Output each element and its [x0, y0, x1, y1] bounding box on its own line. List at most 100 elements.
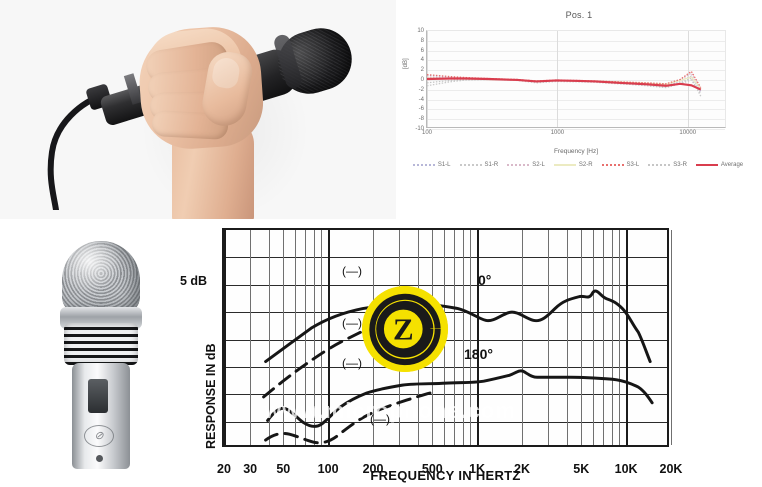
legend-label: S2-R	[578, 162, 593, 168]
grid-line-horizontal	[224, 312, 667, 314]
curve-label-0deg: 0°	[478, 272, 492, 288]
grid-line-vertical-minor	[250, 230, 252, 445]
legend-item: Average	[695, 162, 743, 168]
x-axis-label: Frequency [Hz]	[553, 148, 599, 155]
grid-line	[427, 129, 725, 130]
dash-marker-1: (—)	[342, 264, 362, 278]
y-axis-label: [dB]	[403, 58, 409, 69]
x-tick-label: 10000	[679, 130, 697, 136]
grid-line-vertical-major	[328, 230, 331, 445]
grid-line-vertical-minor	[321, 230, 323, 445]
legend-swatch	[601, 164, 624, 166]
x-tick-label: 20	[217, 462, 231, 476]
mic-vent-slots	[64, 323, 138, 365]
grid-line-vertical-minor	[581, 230, 583, 445]
grid-line-horizontal	[224, 284, 667, 286]
legend-swatch	[507, 164, 530, 166]
x-axis-label: FREQUENCY IN HERTZ	[370, 468, 521, 483]
x-tick-label: 200	[362, 462, 384, 476]
legend-label: S1-R	[484, 162, 499, 168]
grid-line-vertical-minor	[671, 230, 672, 445]
legend-item: S3-L	[601, 162, 640, 168]
mic-onoff-switch	[88, 379, 108, 413]
chart-plot-area: [dB] 10 8 6 4 2 0 -2 -4 -6 -8 -10 100 1000 10000	[403, 28, 726, 136]
y-tick-label: -2	[418, 86, 424, 93]
grid-line-vertical-minor	[454, 230, 456, 445]
grid-line-horizontal	[224, 421, 667, 423]
legend-swatch	[695, 163, 718, 167]
legend-label: S2-L	[532, 162, 545, 168]
grid-line-vertical-minor	[295, 230, 297, 445]
series-lines	[427, 70, 702, 97]
chart-legend: S1-L S1-R S2-L S2-R S3-L S3-R Average	[400, 162, 756, 168]
grid-line-vertical-major	[626, 230, 629, 445]
y-tick-label: -8	[418, 116, 424, 123]
dash-marker-4: (—)	[370, 412, 390, 426]
dash-marker-2: (—)	[342, 316, 362, 330]
y-tick-label: -10	[415, 126, 424, 132]
y-tick-label: 2	[420, 67, 424, 74]
svg-text:Z: Z	[393, 312, 414, 347]
mic-grille	[62, 241, 140, 313]
silver-microphone-photo: ⊘	[0, 219, 200, 487]
grid-line-vertical-minor	[548, 230, 550, 445]
x-tick-label: 20K	[659, 462, 683, 476]
response-curves	[262, 289, 654, 445]
grid-line-vertical-major	[224, 230, 226, 445]
legend-label: S3-R	[673, 162, 687, 168]
legend-label: S3-L	[626, 162, 640, 168]
x-tick-label: 100	[317, 462, 339, 476]
x-tick-label: 2K	[514, 462, 530, 476]
grid-line-vertical-minor	[305, 230, 307, 445]
y-tick-label: 6	[420, 47, 424, 54]
y-tick-label: 10	[417, 28, 424, 34]
grid-line-vertical-minor	[470, 230, 472, 445]
chart-plot-area: RESPONSE IN dB 5 dB 20 30 50 100 200 500 1K 2K 5…	[180, 228, 682, 476]
x-tick-label: 1000	[550, 130, 565, 136]
grid-line-vertical-minor	[619, 230, 621, 445]
mic-screw-hole	[96, 455, 103, 462]
legend-swatch	[459, 164, 482, 166]
legend-swatch	[648, 164, 671, 166]
grid-line-vertical-minor	[522, 230, 523, 445]
grid-line	[427, 50, 725, 52]
grid-line	[427, 40, 725, 42]
grid-line-vertical-minor	[603, 230, 605, 445]
x-tick-label: 10K	[614, 462, 638, 476]
grid-line-horizontal	[224, 394, 667, 396]
grid-line	[427, 89, 725, 91]
legend-swatch	[553, 164, 576, 166]
grid-line	[427, 109, 725, 111]
dash-marker-3: (—)	[342, 356, 362, 370]
y-tick-label: 8	[420, 37, 424, 44]
brand-z-logo-icon: Z	[362, 286, 448, 372]
y-tick-label: 0	[420, 77, 424, 83]
grid-line	[427, 70, 725, 72]
x-tick-label: 30	[243, 462, 258, 476]
scale-label: 5 dB	[180, 274, 208, 288]
grid-line-vertical-minor	[611, 230, 613, 445]
grid-line-vertical-minor	[593, 230, 595, 445]
x-tick-label: 500	[421, 462, 443, 476]
mic-brand-logo-icon: ⊘	[84, 425, 114, 447]
x-tick-label: 100	[421, 130, 433, 136]
microphone-cable	[47, 91, 109, 210]
grid-line-vertical-minor	[566, 230, 568, 445]
legend-item: S2-R	[553, 162, 593, 168]
chart-title: Pos. 1	[565, 10, 593, 20]
polar-frequency-response-chart: RESPONSE IN dB 5 dB 20 30 50 100 200 500 1K 2K 5…	[180, 219, 762, 487]
grid-line-horizontal	[224, 366, 667, 368]
grid-line-vertical-minor	[313, 230, 315, 445]
legend-item: S2-L	[507, 162, 545, 168]
grid-line-vertical-minor	[268, 230, 270, 445]
grid-line-vertical-minor	[283, 230, 285, 445]
x-tick-label: 1K	[469, 462, 486, 476]
curve-label-180deg: 180°	[464, 346, 493, 362]
grid-line	[427, 99, 725, 101]
legend-item: S1-R	[459, 162, 499, 168]
legend-item: S1-L	[412, 162, 451, 168]
hand-microphone-photo	[0, 0, 396, 219]
grid-line	[427, 119, 725, 121]
x-tick-label: 50	[276, 462, 291, 476]
